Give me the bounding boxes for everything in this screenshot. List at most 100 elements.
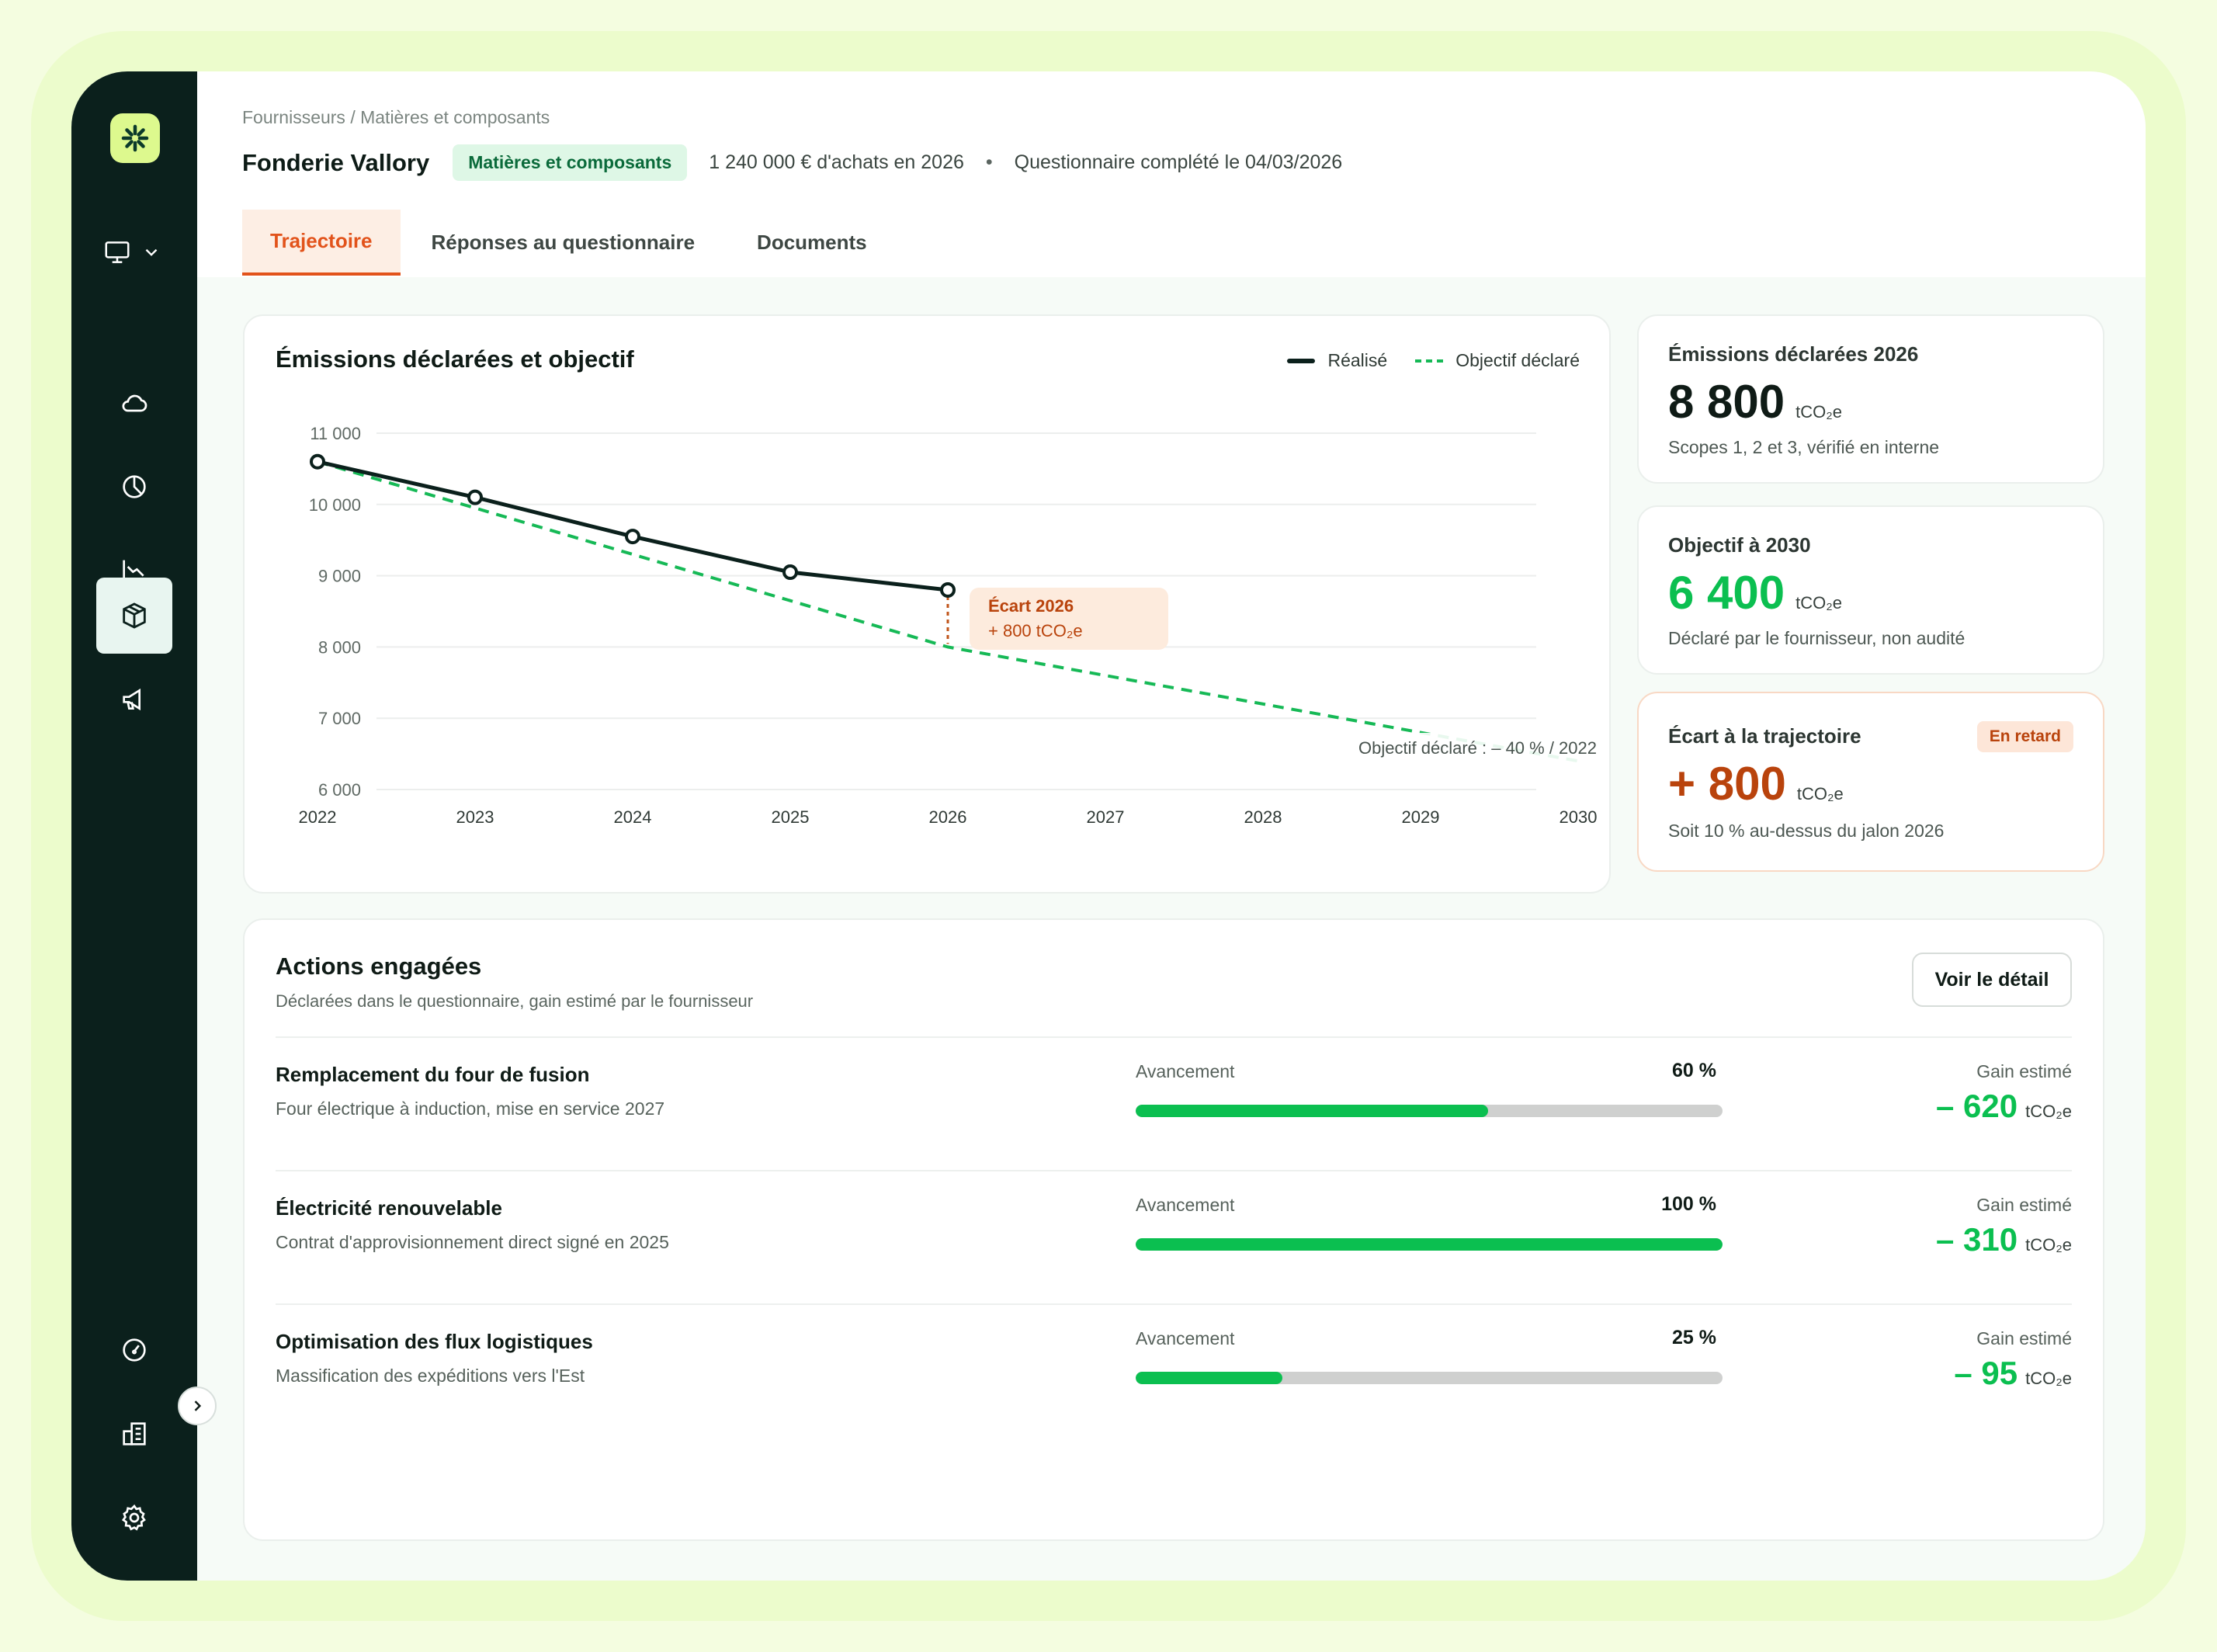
- box-icon: [123, 602, 146, 629]
- y-tick-label: 9 000: [318, 567, 361, 586]
- legend-objectif: Objectif déclaré: [1415, 350, 1580, 371]
- nav-pie-chart[interactable]: [96, 449, 172, 525]
- x-tick-label: 2029: [1402, 807, 1440, 827]
- series-line-realise: [317, 460, 949, 592]
- chevron-down-icon: [145, 248, 158, 256]
- app-window: Fournisseurs / Matières et composants Fo…: [71, 71, 2146, 1581]
- x-tick-label: 2022: [299, 807, 337, 827]
- gap-annotation-value: + 800 tCO₂e: [988, 621, 1083, 640]
- data-point: [467, 489, 483, 505]
- action-description: Four électrique à induction, mise en ser…: [276, 1098, 665, 1119]
- action-row: Remplacement du four de fusion Four élec…: [276, 1036, 2072, 1170]
- stat-description: Scopes 1, 2 et 3, vérifié en interne: [1668, 437, 1940, 457]
- action-description: Massification des expéditions vers l'Est: [276, 1366, 585, 1386]
- building-icon: [123, 1422, 146, 1446]
- gain-unit: tCO₂e: [2025, 1102, 2072, 1121]
- stat-label: Écart à la trajectoire: [1668, 724, 1861, 748]
- gain-label: Gain estimé: [1976, 1061, 2072, 1081]
- separator-dot: •: [985, 151, 993, 173]
- expand-sidebar-button[interactable]: [178, 1386, 217, 1425]
- y-tick-label: 10 000: [309, 495, 361, 515]
- purchase-volume: 1 240 000 € d'achats en 2026: [709, 151, 964, 173]
- action-name: Optimisation des flux logistiques: [276, 1330, 593, 1353]
- progress-label: Avancement: [1136, 1061, 1235, 1081]
- gap-annotation-title: Écart 2026: [988, 596, 1074, 616]
- stat-unit: tCO₂e: [1795, 402, 1843, 422]
- gain-value: – 620 tCO₂e: [1936, 1088, 2072, 1125]
- target-note-bg: [1324, 733, 1600, 764]
- workspace-switcher[interactable]: [102, 238, 161, 267]
- nav-dashboard[interactable]: [96, 1312, 172, 1388]
- chart-legend: Réalisé Objectif déclaré: [1259, 350, 1580, 371]
- gain-unit: tCO₂e: [2025, 1235, 2072, 1255]
- tab-bar: Trajectoire Réponses au questionnaire Do…: [242, 210, 898, 277]
- questionnaire-status: Questionnaire complété le 04/03/2026: [1014, 151, 1343, 173]
- gain-number: – 620: [1936, 1088, 2018, 1124]
- gain-value: – 95 tCO₂e: [1954, 1355, 2072, 1392]
- progress-percent: 60 %: [1672, 1060, 1716, 1081]
- stat-card-emissions: Émissions déclarées 2026 8 800 tCO₂e Sco…: [1637, 314, 2104, 484]
- gear-icon: [121, 1504, 146, 1531]
- stat-card-gap: Écart à la trajectoire En retard + 800 t…: [1637, 692, 2104, 872]
- action-name: Remplacement du four de fusion: [276, 1063, 590, 1086]
- progress-bar: [1136, 1238, 1723, 1251]
- monitor-icon: [105, 241, 130, 263]
- nav-cloud[interactable]: [96, 365, 172, 441]
- gauge-icon: [123, 1338, 146, 1362]
- gain-label: Gain estimé: [1976, 1195, 2072, 1215]
- action-row: Électricité renouvelable Contrat d'appro…: [276, 1170, 2072, 1303]
- stat-unit: tCO₂e: [1796, 784, 1844, 803]
- supplier-summary: Fonderie Vallory Matières et composants …: [242, 144, 1342, 181]
- legend-dashed-swatch: [1415, 359, 1444, 363]
- stat-card-target: Objectif à 2030 6 400 tCO₂e Déclaré par …: [1637, 505, 2104, 675]
- progress-fill: [1136, 1372, 1282, 1384]
- tab-documents[interactable]: Documents: [757, 231, 867, 254]
- gain-number: – 95: [1954, 1355, 2018, 1391]
- breadcrumb[interactable]: Fournisseurs / Matières et composants: [242, 107, 550, 127]
- app-logo[interactable]: [110, 113, 160, 163]
- stat-value: 6 400 tCO₂e: [1668, 566, 1842, 620]
- stat-label: Objectif à 2030: [1668, 533, 1811, 557]
- series-line-objectif: [317, 460, 1579, 763]
- nav-campaigns[interactable]: [96, 661, 172, 738]
- pie-chart-icon: [123, 475, 146, 498]
- data-point: [940, 581, 956, 598]
- chart-title: Émissions déclarées et objectif: [276, 345, 634, 373]
- logo-icon: [121, 124, 149, 152]
- status-badge: En retard: [1976, 721, 2073, 752]
- chevron-right-icon: [194, 1400, 202, 1411]
- progress-fill: [1136, 1105, 1488, 1117]
- legend-realise: Réalisé: [1287, 350, 1387, 371]
- stat-label: Émissions déclarées 2026: [1668, 342, 1919, 366]
- progress-bar: [1136, 1105, 1723, 1117]
- cloud-icon: [122, 394, 147, 412]
- gain-unit: tCO₂e: [2025, 1369, 2072, 1388]
- y-tick-label: 11 000: [310, 424, 361, 443]
- y-tick-label: 8 000: [318, 637, 361, 657]
- progress-label: Avancement: [1136, 1195, 1235, 1215]
- nav-suppliers[interactable]: [96, 578, 172, 654]
- tab-trajectoire[interactable]: Trajectoire: [242, 210, 401, 276]
- action-name: Électricité renouvelable: [276, 1196, 502, 1220]
- progress-bar: [1136, 1372, 1723, 1384]
- x-tick-label: 2027: [1087, 807, 1125, 827]
- actions-title: Actions engagées: [276, 953, 482, 980]
- action-description: Contrat d'approvisionnement direct signé…: [276, 1232, 669, 1252]
- action-row: Optimisation des flux logistiques Massif…: [276, 1303, 2072, 1437]
- stat-value: + 800 tCO₂e: [1668, 757, 1844, 810]
- view-detail-button[interactable]: Voir le détail: [1912, 953, 2072, 1007]
- stat-number: + 800: [1668, 758, 1786, 810]
- nav-organization[interactable]: [96, 1396, 172, 1472]
- progress-percent: 25 %: [1672, 1327, 1716, 1348]
- y-tick-label: 7 000: [318, 709, 361, 728]
- tab-questionnaire[interactable]: Réponses au questionnaire: [431, 231, 696, 254]
- x-tick-label: 2026: [929, 807, 967, 827]
- stat-description: Soit 10 % au-dessus du jalon 2026: [1668, 821, 1945, 841]
- progress-label: Avancement: [1136, 1328, 1235, 1348]
- nav-settings[interactable]: [96, 1480, 172, 1556]
- stat-description: Déclaré par le fournisseur, non audité: [1668, 628, 1965, 648]
- legend-objectif-label: Objectif déclaré: [1455, 350, 1580, 370]
- stat-number: 8 800: [1668, 376, 1785, 428]
- y-tick-label: 6 000: [318, 780, 361, 800]
- emissions-chart: 11 000 10 000 9 000 8 000 7 000 6 000 2022 2023…: [299, 424, 1600, 827]
